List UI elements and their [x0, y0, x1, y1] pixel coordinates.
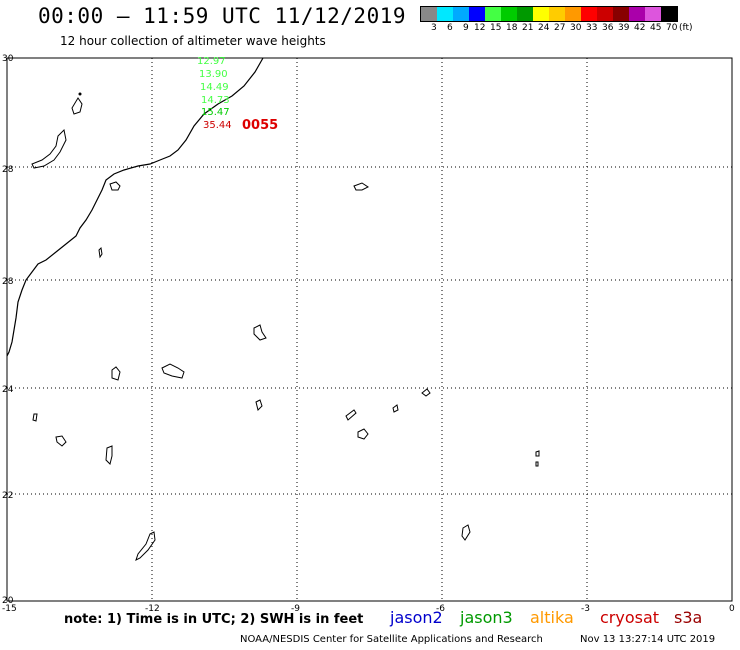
- scale-label: 12: [474, 23, 486, 33]
- satellite-jason2: jason2: [390, 608, 443, 627]
- island-small: [32, 413, 38, 422]
- scale-label: 3: [431, 23, 437, 33]
- map-frame: [6, 57, 733, 602]
- generated-timestamp: Nov 13 13:27:14 UTC 2019: [580, 634, 716, 645]
- wave-height-label: 35.44: [203, 120, 232, 131]
- scale-labels: 3 6 9 12 15 18 21 24 27 30 33 36 39 42 45 70 (ft): [420, 22, 693, 34]
- island-small: [105, 445, 113, 465]
- wave-height-label: 15.47: [201, 107, 230, 118]
- scale-label: 15: [490, 23, 502, 33]
- wave-height-label: 13.90: [199, 69, 228, 80]
- x-tick-label: 0: [729, 604, 735, 614]
- coastline-africa: [6, 57, 264, 357]
- wave-height-label: 12.97: [197, 56, 226, 67]
- scale-swatch: [485, 7, 501, 21]
- x-tick-label: -3: [581, 604, 590, 614]
- pass-time-label: 0055: [242, 118, 278, 133]
- scale-swatch: [549, 7, 565, 21]
- scale-label: 33: [586, 23, 598, 33]
- x-tick-label: -9: [291, 604, 300, 614]
- scale-swatch: [645, 7, 661, 21]
- island-fuerteventura: [31, 128, 67, 169]
- scale-label: 21: [522, 23, 534, 33]
- y-tick-label: 20: [2, 596, 14, 606]
- scale-label: 39: [618, 23, 630, 33]
- scale-label: 30: [570, 23, 582, 33]
- footer-note: note: 1) Time is in UTC; 2) SWH is in fe…: [64, 612, 364, 627]
- scale-swatch: [597, 7, 613, 21]
- y-tick-label: 24: [2, 385, 14, 395]
- chart-subtitle: 12 hour collection of altimeter wave hei…: [60, 34, 326, 48]
- scale-swatch: [501, 7, 517, 21]
- scale-swatch: [629, 7, 645, 21]
- scale-label: 6: [447, 23, 453, 33]
- scale-label: 27: [554, 23, 566, 33]
- altimeter-track-labels: 12.97 13.90 14.49 14.73 15.47 35.44 0055: [197, 56, 278, 133]
- scale-swatch: [453, 7, 469, 21]
- scale-label: 9: [463, 23, 469, 33]
- scale-label: 45: [650, 23, 662, 33]
- scale-unit: (ft): [679, 23, 693, 33]
- x-tick-label: -12: [145, 604, 160, 614]
- island-small: [421, 388, 431, 397]
- chart-title: 00:00 — 11:59 UTC 11/12/2019: [38, 4, 407, 28]
- scale-swatch: [421, 7, 437, 21]
- y-tick-label: 28: [2, 277, 14, 287]
- island-small: [255, 399, 263, 411]
- wave-height-label: 14.73: [201, 95, 230, 106]
- scale-swatch: [533, 7, 549, 21]
- scale-swatch: [469, 7, 485, 21]
- scale-label: 42: [634, 23, 646, 33]
- island-small: [461, 524, 471, 541]
- island-small: [135, 531, 156, 561]
- island-small: [353, 182, 369, 191]
- island-lanzarote: [71, 97, 83, 115]
- satellite-jason3: jason3: [460, 608, 513, 627]
- scale-swatch: [581, 7, 597, 21]
- island-small: [345, 409, 357, 421]
- map-gridlines: [7, 58, 732, 601]
- scale-label: 18: [506, 23, 518, 33]
- island-islet: [78, 92, 82, 96]
- y-tick-label: 30: [2, 54, 14, 64]
- island-small: [535, 461, 539, 467]
- island-small: [392, 404, 399, 413]
- y-tick-label: 28: [2, 165, 14, 175]
- credit-line: NOAA/NESDIS Center for Satellite Applica…: [240, 634, 543, 645]
- scale-swatch: [517, 7, 533, 21]
- satellite-cryosat: cryosat: [600, 608, 660, 627]
- x-tick-label: -6: [436, 604, 445, 614]
- island-small: [161, 363, 185, 379]
- wave-height-label: 14.49: [200, 82, 229, 93]
- wave-height-color-scale: 3 6 9 12 15 18 21 24 27 30 33 36 39 42 45 70 (ft): [420, 6, 693, 34]
- scale-swatch: [565, 7, 581, 21]
- satellite-altika: altika: [530, 608, 574, 627]
- scale-swatch: [437, 7, 453, 21]
- y-tick-label: 22: [2, 491, 13, 501]
- island-small: [109, 181, 121, 191]
- satellite-s3a: s3a: [674, 608, 703, 627]
- x-tick-label: -15: [2, 604, 17, 614]
- y-axis-ticks: 30 28 28 24 22 20: [2, 54, 14, 606]
- island-small: [357, 428, 369, 440]
- island-small: [55, 435, 67, 447]
- scale-label: 24: [538, 23, 550, 33]
- scale-label: 70: [666, 23, 678, 33]
- island-small: [111, 366, 121, 381]
- x-axis-ticks: -15 -12 -9 -6 -3 0: [2, 604, 735, 614]
- scale-label: 36: [602, 23, 614, 33]
- scale-swatch: [661, 7, 677, 21]
- island-small: [98, 246, 103, 259]
- island-small: [535, 450, 540, 457]
- scale-swatch: [613, 7, 629, 21]
- island-small: [253, 324, 267, 341]
- scale-swatches: [420, 6, 678, 22]
